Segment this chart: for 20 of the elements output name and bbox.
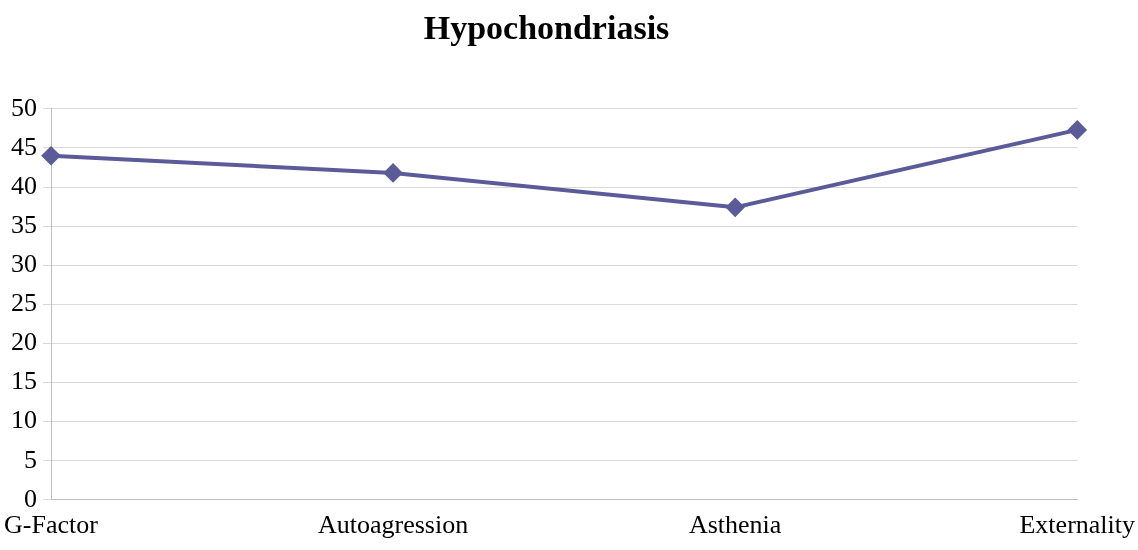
y-tick-label: 5 xyxy=(24,444,37,474)
y-tick-label: 10 xyxy=(11,405,37,435)
y-tick-label: 25 xyxy=(11,288,37,318)
point xyxy=(384,163,403,182)
chart-title: Hypochondriasis xyxy=(423,9,670,47)
y-tick-label: 15 xyxy=(11,366,37,396)
y-tick-label: 35 xyxy=(11,209,37,239)
x-tick-label: Asthenia xyxy=(688,510,782,540)
point xyxy=(42,146,60,165)
y-tick-label: 50 xyxy=(11,92,37,122)
x-tick-label: G-Factor xyxy=(4,510,99,540)
x-tick-label: Externality xyxy=(1019,510,1135,540)
y-tick-label: 30 xyxy=(11,249,37,279)
x-tick-label: Autoagression xyxy=(317,510,469,540)
y-tick-label: 45 xyxy=(11,131,37,161)
point xyxy=(726,198,745,217)
y-tick-label: 0 xyxy=(24,483,37,513)
point xyxy=(1068,120,1087,139)
y-tick-label: 20 xyxy=(11,327,37,357)
y-tick-label: 40 xyxy=(11,170,37,200)
